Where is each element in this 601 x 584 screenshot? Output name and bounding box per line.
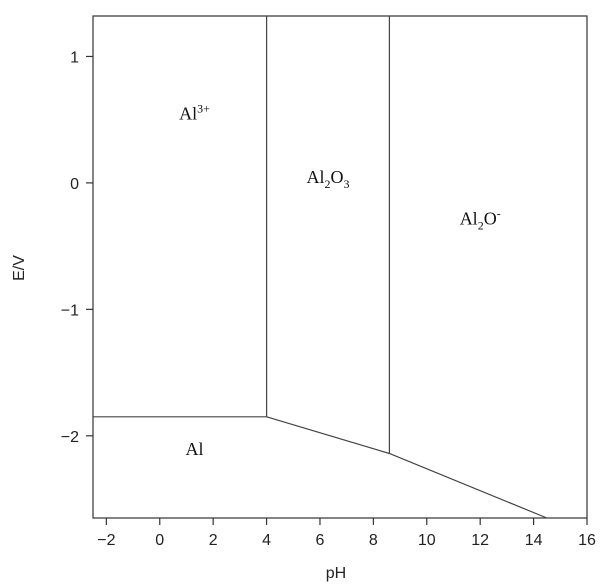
x-tick-label: 8 [369, 532, 378, 549]
y-axis-title: E/V [11, 255, 28, 281]
region-label-2: Al2O- [460, 207, 501, 233]
y-tick-label: −1 [61, 302, 79, 319]
boundary-line-1 [266, 416, 548, 519]
x-tick-label: 6 [316, 532, 325, 549]
x-tick-label: 16 [578, 532, 596, 549]
y-tick-label: 1 [70, 49, 79, 66]
region-label-0: Al3+ [179, 102, 210, 124]
x-tick-label: 10 [418, 532, 436, 549]
region-labels: Al3+ Al2O3 Al2O- Al [179, 102, 501, 459]
x-axis-title: pH [326, 565, 346, 582]
plot-area [92, 15, 588, 519]
region-label-1: Al2O3 [306, 167, 349, 191]
region-label-3: Al [185, 439, 203, 459]
x-tick-label: 4 [262, 532, 271, 549]
y-tick-label: −2 [61, 429, 79, 446]
y-axis: 1 0 −1 −2 [61, 49, 93, 446]
x-tick-label: −2 [97, 532, 115, 549]
x-tick-label: 2 [209, 532, 218, 549]
x-axis: −2 0 2 4 6 8 10 12 14 16 [97, 518, 596, 549]
y-tick-label: 0 [70, 176, 79, 193]
boundary-lines [93, 16, 548, 519]
x-tick-label: 12 [471, 532, 489, 549]
x-tick-label: 0 [155, 532, 164, 549]
plot-frame [92, 15, 588, 519]
x-tick-label: 14 [525, 532, 543, 549]
